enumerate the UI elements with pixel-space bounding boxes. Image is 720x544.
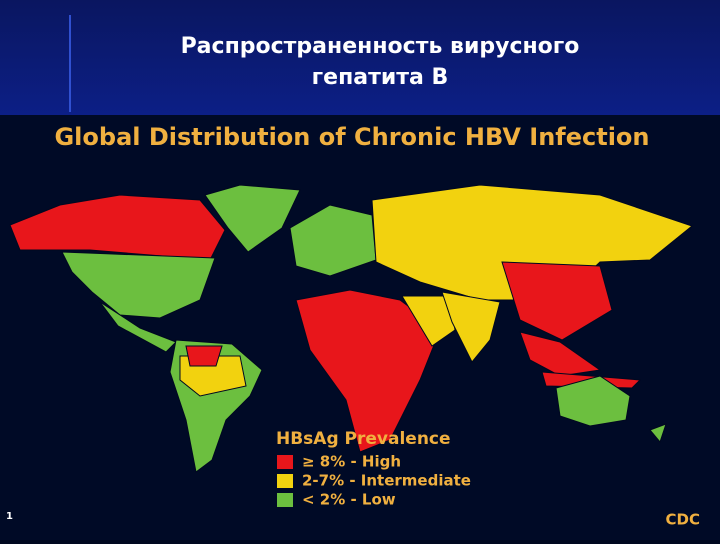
region [9, 194, 226, 261]
legend-swatch [277, 455, 293, 469]
region [441, 291, 501, 363]
legend-swatch [277, 474, 293, 488]
world-map [9, 184, 694, 473]
source: CDC [666, 511, 700, 529]
slide-title: Распространенность вирусного [181, 34, 580, 59]
region [501, 261, 613, 341]
slide-number: 1 [6, 511, 13, 522]
legend-swatch [277, 493, 293, 507]
legend-title: HBsAg Prevalence [276, 429, 451, 449]
region [371, 184, 694, 301]
legend-label: 2-7% - Intermediate [302, 472, 471, 490]
region [185, 345, 223, 367]
region [295, 289, 441, 453]
legend-label: ≥ 8% - High [302, 453, 401, 471]
region [519, 331, 602, 377]
header-band [0, 0, 720, 115]
region [649, 423, 667, 444]
region [401, 295, 456, 347]
region [204, 184, 301, 253]
map-title: Global Distribution of Chronic HBV Infec… [54, 123, 649, 151]
region [555, 375, 631, 427]
slide-title: гепатита В [312, 65, 449, 90]
region [61, 251, 216, 319]
legend-label: < 2% - Low [302, 491, 396, 509]
region [99, 301, 177, 353]
